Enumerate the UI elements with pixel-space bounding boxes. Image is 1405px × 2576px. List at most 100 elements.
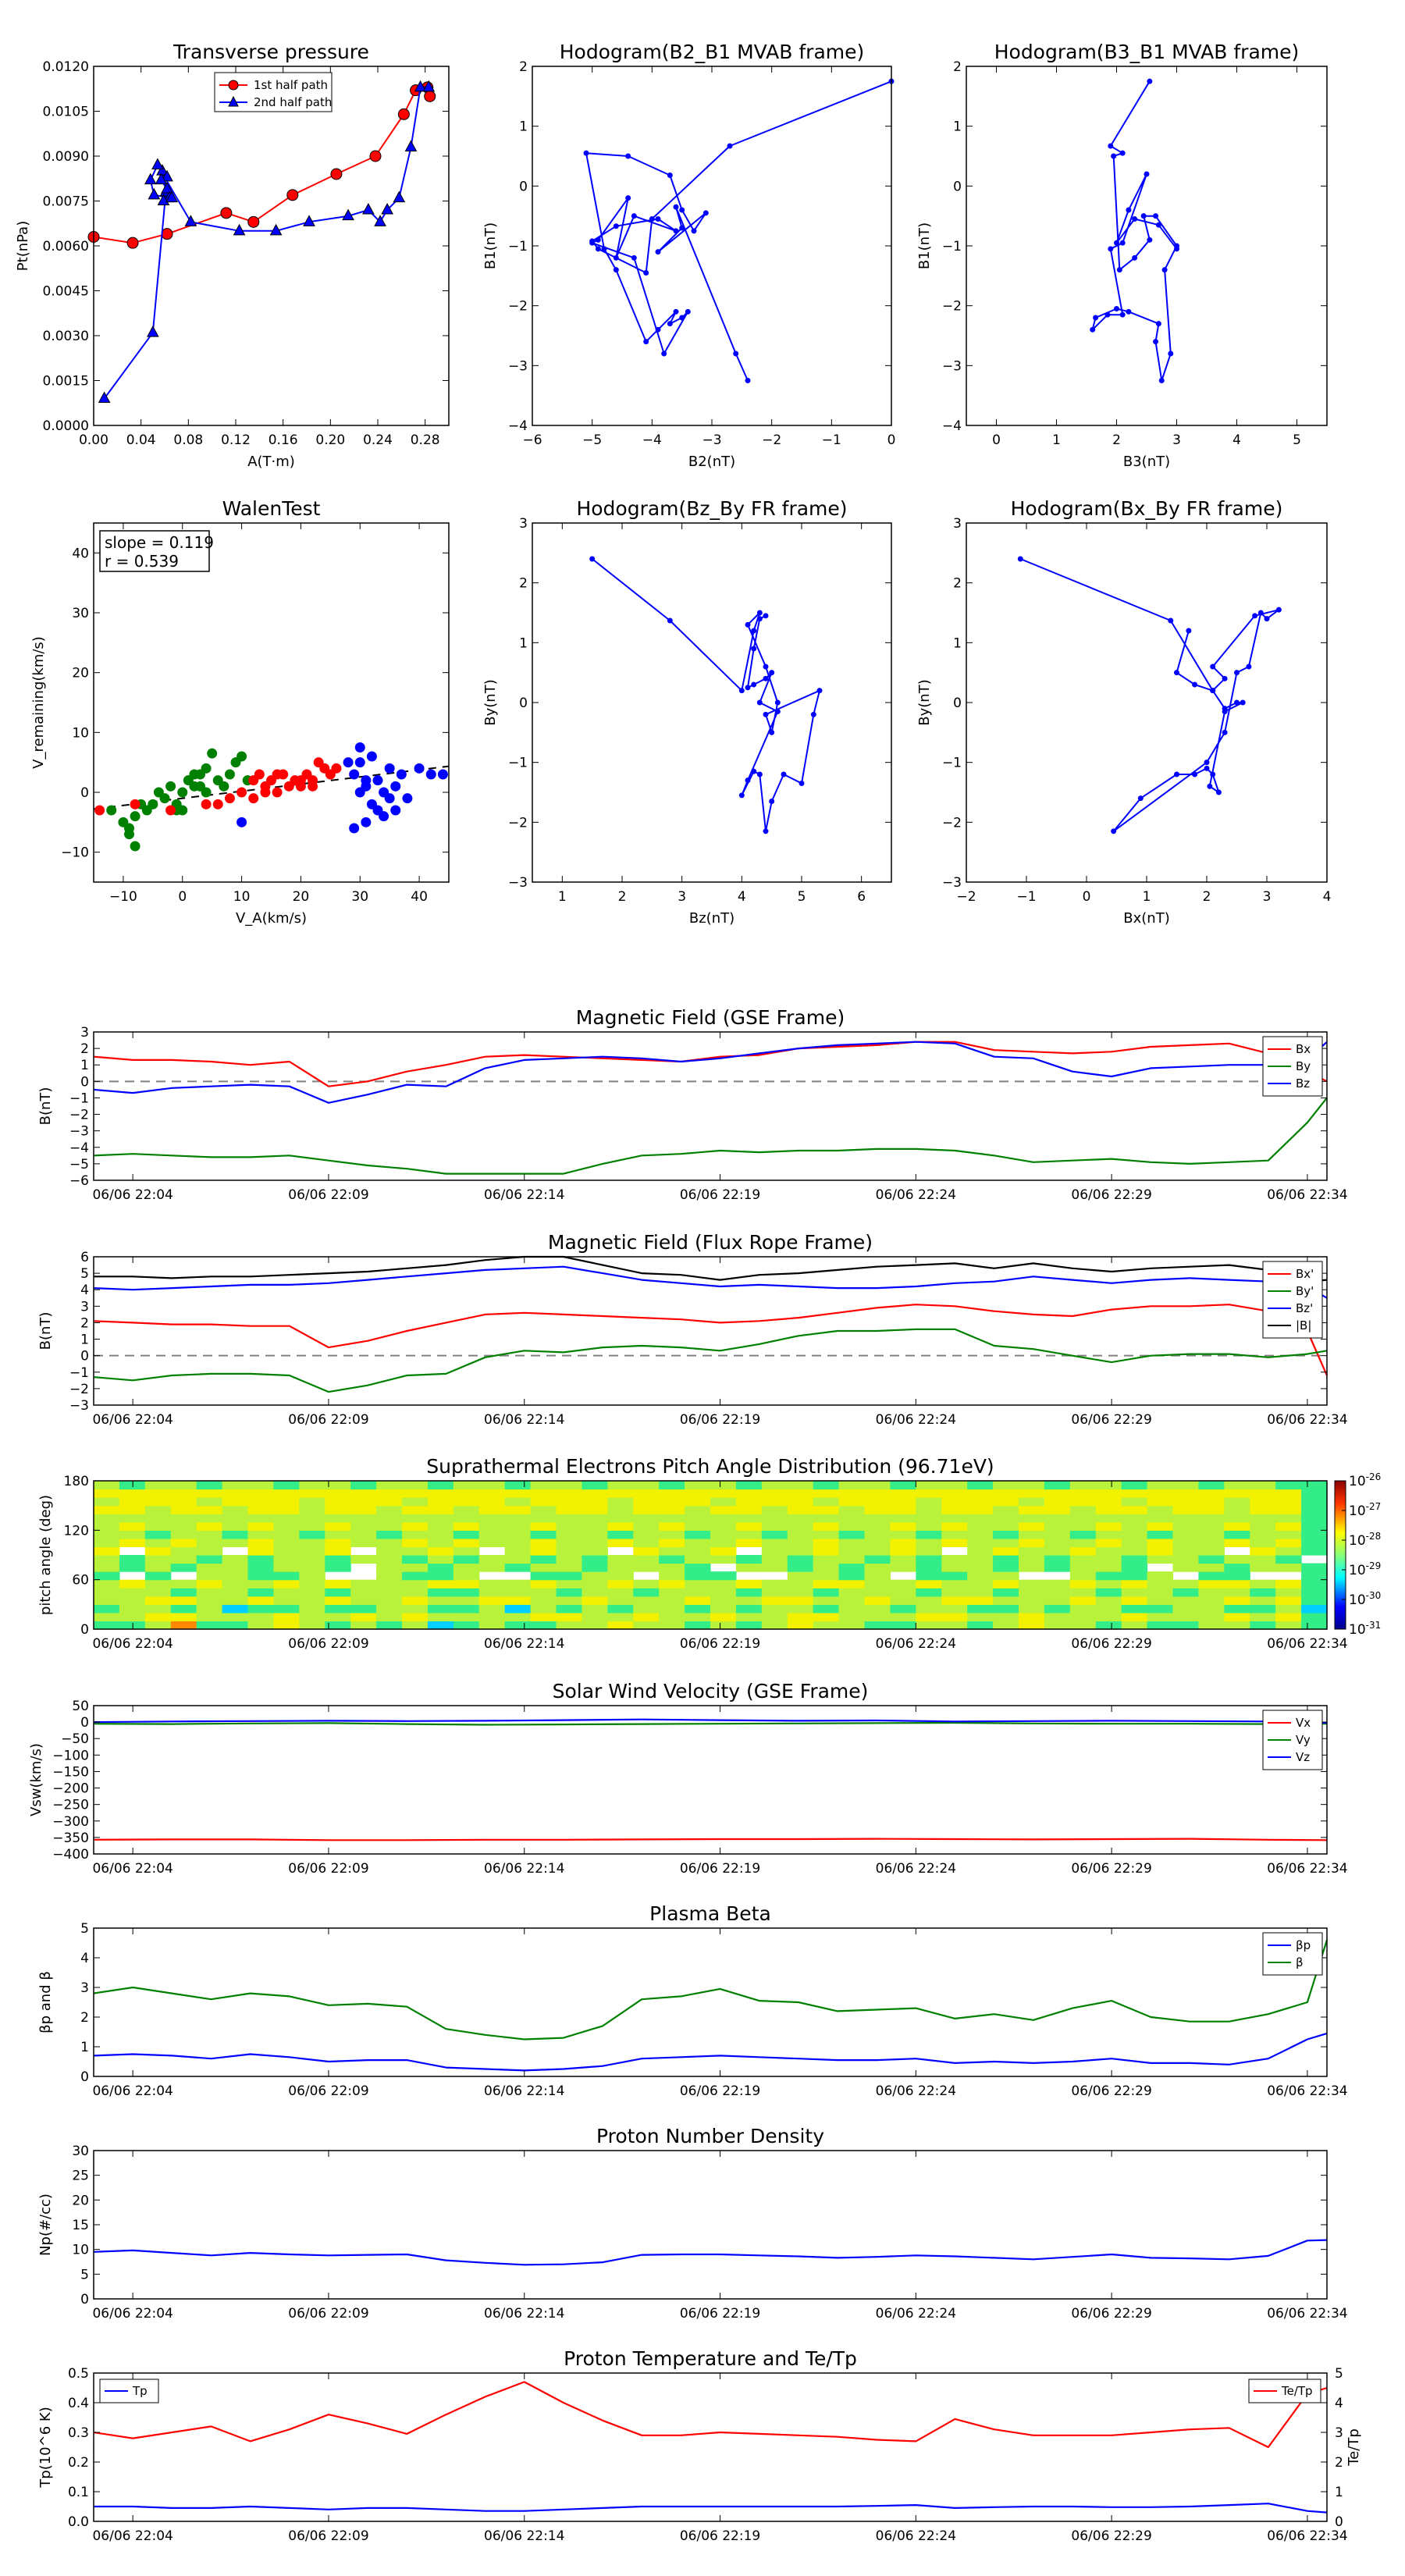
heatmap-cell: [144, 1596, 172, 1605]
y-tick-label: 0: [80, 1074, 89, 1090]
heatmap-cell: [890, 1579, 916, 1589]
colorbar-base: 10: [1349, 1563, 1366, 1578]
scatter-point: [319, 763, 330, 774]
heatmap-cell: [1069, 1514, 1097, 1523]
heatmap-cell: [402, 1514, 429, 1523]
hodogram-point: [1144, 171, 1150, 177]
heatmap-cell: [1147, 1530, 1174, 1539]
heatmap-cell: [1172, 1612, 1200, 1622]
hodogram-point: [1090, 326, 1096, 333]
y-tick-label: 25: [72, 2169, 89, 2184]
heatmap-cell: [222, 1588, 249, 1597]
heatmap-cell: [453, 1612, 480, 1622]
time-tick-label: 06/06 22:24: [876, 2083, 956, 2099]
scatter-point: [230, 757, 241, 768]
legend-label: Bz: [1296, 1076, 1310, 1091]
time-tick-label: 06/06 22:09: [288, 2528, 368, 2544]
heatmap-cell: [427, 1546, 454, 1556]
heatmap-cell: [941, 1579, 968, 1589]
heatmap-cell: [633, 1596, 660, 1605]
hodogram-point: [1192, 771, 1198, 777]
data-point: [397, 108, 410, 120]
hodogram-point: [1222, 729, 1228, 735]
hodogram-point: [679, 207, 685, 213]
heatmap-cell: [993, 1489, 1019, 1498]
heatmap-cell: [1198, 1563, 1225, 1572]
heatmap-cell: [1198, 1497, 1225, 1507]
heatmap-cell: [530, 1555, 557, 1564]
heatmap-cell: [1019, 1505, 1045, 1514]
heatmap-cell: [838, 1571, 866, 1581]
y-axis-label: Tp(10^6 K): [37, 2407, 54, 2488]
heatmap-cell: [1069, 1489, 1097, 1498]
heatmap-cell: [556, 1596, 583, 1605]
heatmap-cell: [1250, 1588, 1276, 1597]
heatmap-cell: [710, 1579, 737, 1589]
heatmap-cell: [813, 1604, 840, 1614]
heatmap-cell: [1019, 1481, 1045, 1490]
heatmap-cell: [1147, 1571, 1174, 1581]
heatmap-cell: [556, 1604, 583, 1614]
heatmap-cell: [144, 1521, 172, 1531]
heatmap-cell: [427, 1571, 454, 1581]
scatter-point: [183, 775, 194, 786]
heatmap-cell: [607, 1497, 634, 1507]
hodogram-point: [769, 799, 775, 804]
heatmap-cell: [1250, 1621, 1276, 1630]
heatmap-cell: [196, 1514, 223, 1523]
heatmap-cell: [787, 1489, 814, 1498]
y-tick-label: 50: [72, 1699, 89, 1714]
heatmap-cell: [325, 1489, 351, 1498]
heatmap-cell: [94, 1604, 120, 1614]
heatmap-cell: [119, 1555, 146, 1564]
x-tick-label: 4: [738, 889, 746, 905]
heatmap-cell: [1147, 1505, 1174, 1514]
heatmap-cell: [1147, 1555, 1174, 1564]
heatmap-cell: [967, 1612, 994, 1622]
x-tick-label: 0.04: [126, 432, 156, 448]
heatmap-cell: [1224, 1596, 1250, 1605]
heatmap-cell: [144, 1489, 172, 1498]
plot-frame: [93, 1256, 1328, 1406]
y-tick-label: −4: [942, 418, 962, 434]
y-axis-label: By(nT): [482, 679, 499, 725]
heatmap-cell: [530, 1612, 557, 1622]
heatmap-cell: [273, 1579, 300, 1589]
heatmap-cell: [607, 1521, 634, 1531]
heatmap-cell: [144, 1621, 172, 1630]
x-tick-label: 4: [1323, 889, 1332, 905]
x-tick-label: 0.12: [221, 432, 251, 448]
heatmap-cell: [376, 1571, 403, 1581]
heatmap-cell: [1019, 1521, 1045, 1531]
scatter-point: [366, 799, 377, 809]
heatmap-cell: [94, 1538, 120, 1548]
hodogram-point: [745, 378, 751, 383]
heatmap-cell: [838, 1538, 866, 1548]
heatmap-cell: [1095, 1546, 1122, 1556]
heatmap-cell: [941, 1530, 968, 1539]
heatmap-cell: [273, 1546, 300, 1556]
hodogram-point: [763, 711, 769, 717]
heatmap-cell: [967, 1546, 994, 1556]
heatmap-cell: [941, 1596, 968, 1605]
heatmap-cell: [478, 1555, 506, 1564]
heatmap-cell: [1147, 1612, 1174, 1622]
heatmap-cell: [299, 1563, 325, 1572]
x-tick-label: 5: [798, 889, 806, 905]
heatmap-cell: [1250, 1579, 1276, 1589]
heatmap-cell: [761, 1530, 788, 1539]
heatmap-cell: [1095, 1481, 1122, 1490]
heatmap-cell: [838, 1521, 866, 1531]
time-tick-label: 06/06 22:34: [1267, 2083, 1347, 2099]
heatmap-cell: [1224, 1514, 1250, 1523]
heatmap-cell: [119, 1612, 146, 1622]
heatmap-cell: [376, 1555, 403, 1564]
heatmap-cell: [1147, 1538, 1174, 1548]
heatmap-cell: [376, 1497, 403, 1507]
heatmap-cell: [1095, 1588, 1122, 1597]
chart-title: Magnetic Field (Flux Rope Frame): [548, 1231, 873, 1254]
heatmap-cell: [478, 1579, 506, 1589]
y-tick-label: 0.0060: [43, 239, 89, 254]
heatmap-cell: [582, 1530, 608, 1539]
